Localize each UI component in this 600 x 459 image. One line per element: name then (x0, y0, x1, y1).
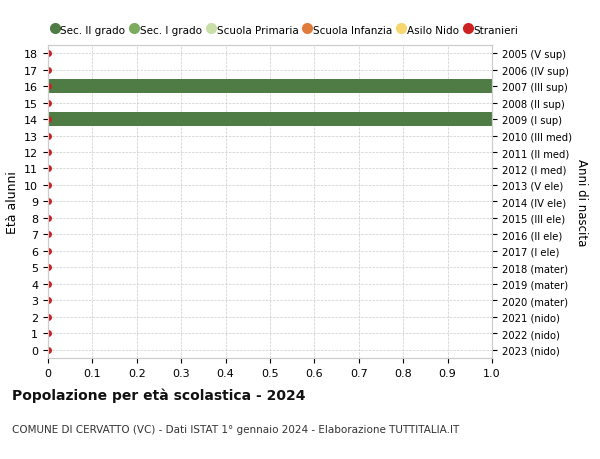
Bar (48, 80, 492, 94)
Y-axis label: Età alunni: Età alunni (5, 171, 19, 233)
Legend: Sec. II grado, Sec. I grado, Scuola Primaria, Scuola Infanzia, Asilo Nido, Stran: Sec. II grado, Sec. I grado, Scuola Prim… (48, 21, 523, 39)
Y-axis label: Anni di nascita: Anni di nascita (575, 158, 589, 246)
Text: Popolazione per età scolastica - 2024: Popolazione per età scolastica - 2024 (12, 388, 305, 403)
Text: COMUNE DI CERVATTO (VC) - Dati ISTAT 1° gennaio 2024 - Elaborazione TUTTITALIA.I: COMUNE DI CERVATTO (VC) - Dati ISTAT 1° … (12, 425, 459, 435)
Bar (48, 113, 492, 127)
